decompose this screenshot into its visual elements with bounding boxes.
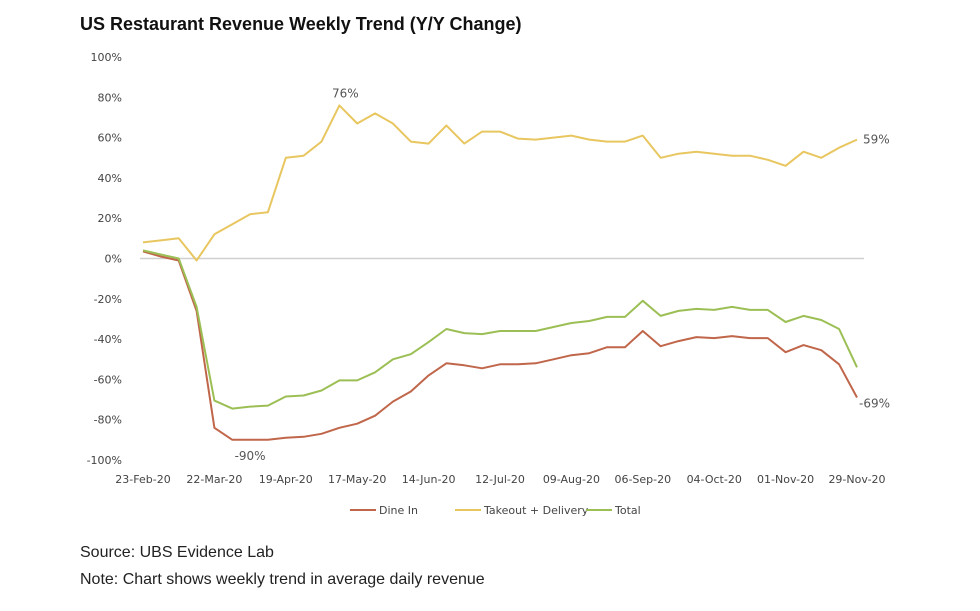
x-tick-label: 09-Aug-20 [543,473,600,486]
y-tick-label: 100% [91,51,122,64]
x-tick-label: 01-Nov-20 [757,473,814,486]
x-tick-label: 14-Jun-20 [402,473,456,486]
y-tick-label: 80% [98,91,122,104]
legend-label: Total [614,504,641,517]
y-tick-label: 20% [98,212,122,225]
y-tick-label: 40% [98,172,122,185]
x-tick-label: 06-Sep-20 [614,473,671,486]
series-line-total [142,249,858,410]
chart-title: US Restaurant Revenue Weekly Trend (Y/Y … [80,14,522,34]
y-tick-label: -40% [94,333,122,346]
y-tick-label: -80% [94,414,122,427]
x-tick-label: 22-Mar-20 [186,473,242,486]
series-line-dine-in [142,250,858,441]
x-tick-label: 12-Jul-20 [475,473,525,486]
x-tick-label: 19-Apr-20 [259,473,313,486]
y-tick-label: -100% [87,454,122,467]
legend-label: Dine In [379,504,418,517]
y-tick-label: 60% [98,132,122,145]
legend-label: Takeout + Delivery [483,504,589,517]
x-tick-label: 23-Feb-20 [115,473,170,486]
x-tick-label: 29-Nov-20 [828,473,885,486]
source-note: Source: UBS Evidence Lab [80,544,274,561]
data-label: 59% [863,133,890,147]
series-line-takeout-delivery [142,104,858,262]
data-label: 76% [332,86,359,100]
data-label: -69% [859,397,890,411]
x-tick-label: 04-Oct-20 [687,473,742,486]
y-tick-label: -20% [94,293,122,306]
y-tick-label: -60% [94,373,122,386]
y-tick-label: 0% [105,253,122,266]
x-tick-label: 17-May-20 [328,473,386,486]
footnote: Note: Chart shows weekly trend in averag… [80,571,485,588]
data-label: -90% [235,449,266,463]
